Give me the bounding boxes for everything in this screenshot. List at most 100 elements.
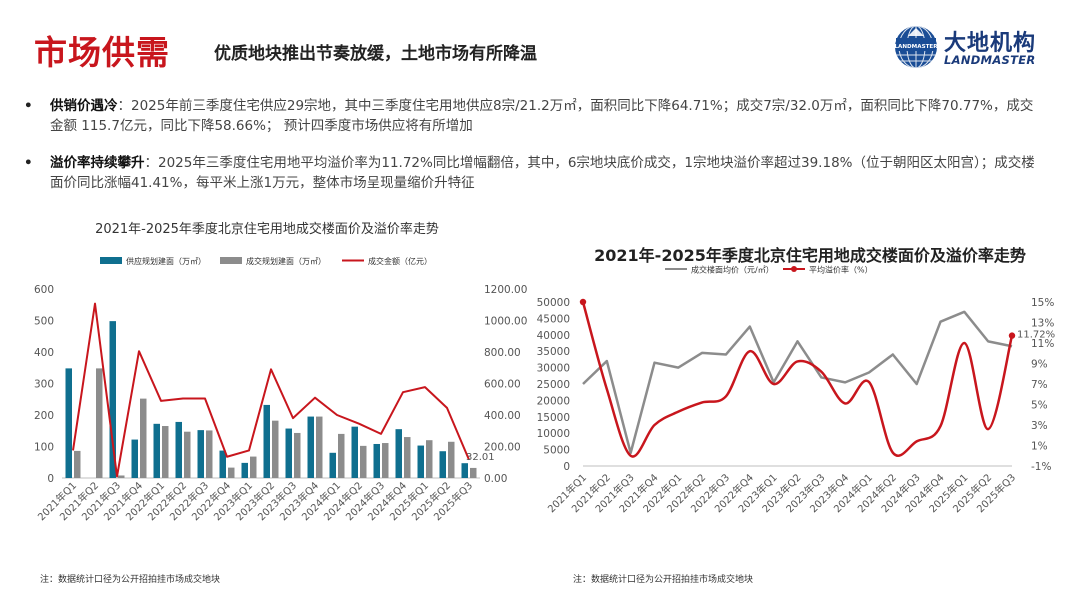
left-tick-label: 200 bbox=[34, 410, 54, 422]
bar-deal bbox=[382, 443, 389, 478]
chart2-title: 2021年-2025年季度北京住宅用地成交楼面价及溢价率走势 bbox=[594, 246, 1026, 265]
left-tick-label: 15000 bbox=[537, 412, 570, 424]
right-tick-label: 7% bbox=[1031, 379, 1048, 391]
chart2-note: 注：数据统计口径为公开招拍挂市场成交地块 bbox=[573, 575, 754, 585]
bar-supply bbox=[153, 423, 160, 478]
bar-deal bbox=[338, 433, 345, 478]
right-tick-label: 1200.00 bbox=[484, 284, 527, 296]
bar-deal bbox=[96, 368, 103, 478]
bar-deal bbox=[448, 441, 455, 478]
left-tick-label: 400 bbox=[34, 347, 54, 359]
left-tick-label: 50000 bbox=[537, 297, 570, 309]
bar-deal bbox=[206, 430, 213, 478]
left-tick-label: 30000 bbox=[537, 363, 570, 375]
bar-deal bbox=[140, 398, 147, 478]
bar-deal bbox=[250, 456, 257, 478]
bullet-dot: • bbox=[24, 98, 33, 114]
bar-deal bbox=[272, 420, 279, 478]
right-tick-label: 1000.00 bbox=[484, 316, 527, 328]
bar-deal bbox=[404, 437, 411, 478]
bar-supply bbox=[175, 421, 182, 478]
series-line-amount bbox=[72, 302, 470, 478]
bar-supply bbox=[285, 428, 292, 478]
supply-deal-chart: 供应规划建面（万㎡） 成交规划建面（万㎡） 成交金额（亿元） 0 100 200 300 40… bbox=[34, 256, 527, 523]
series-line-premium bbox=[581, 301, 1014, 458]
legend-label: 平均溢价率（%） bbox=[809, 265, 873, 275]
page-subtitle: 优质地块推出节奏放缓，土地市场有所降温 bbox=[214, 44, 537, 64]
left-tick-label: 25000 bbox=[537, 379, 570, 391]
logo-name-cn: 大地机构 bbox=[944, 31, 1037, 56]
left-tick-label: 40000 bbox=[537, 330, 570, 342]
left-tick-label: 20000 bbox=[537, 395, 570, 407]
left-tick-label: 100 bbox=[34, 442, 54, 454]
logo: LANDMASTER 大地机构 LANDMASTER bbox=[893, 24, 1053, 72]
left-tick-label: 5000 bbox=[543, 445, 570, 457]
page-title: 市场供需 bbox=[34, 33, 170, 72]
legend-label: 成交规划建面（万㎡） bbox=[246, 256, 326, 266]
bar-deal bbox=[426, 440, 433, 478]
data-label: 11.72% bbox=[1017, 330, 1055, 341]
right-tick-label: 13% bbox=[1031, 318, 1054, 330]
left-tick-label: 500 bbox=[34, 316, 54, 328]
right-tick-label: 200.00 bbox=[484, 442, 521, 454]
bar-deal bbox=[294, 432, 301, 478]
logo-mark-text: LANDMASTER bbox=[894, 44, 938, 50]
bar-deal bbox=[184, 431, 191, 478]
bar-supply bbox=[197, 430, 204, 478]
left-tick-label: 0 bbox=[563, 461, 570, 473]
bar-supply bbox=[219, 450, 226, 478]
bar-supply bbox=[417, 445, 424, 478]
bar-supply bbox=[263, 404, 270, 478]
left-tick-label: 300 bbox=[34, 379, 54, 391]
bar-supply bbox=[373, 443, 380, 478]
price-premium-chart: 成交楼面均价（元/㎡） 平均溢价率（%） 0 5000 10000 15000 20000 2… bbox=[537, 265, 1056, 516]
bar-supply bbox=[395, 429, 402, 478]
bar-supply bbox=[131, 439, 138, 478]
bar-deal bbox=[360, 445, 367, 478]
bullet-supply: • 供销价遇冷：2025年前三季度住宅供应29宗地，其中三季度住宅用地供应8宗/… bbox=[24, 96, 1044, 136]
left-tick-label: 45000 bbox=[537, 313, 570, 325]
bullet-text: 溢价率持续攀升：2025年三季度住宅用地平均溢价率为11.72%同比增幅翻倍，其… bbox=[24, 153, 1044, 193]
legend-label: 供应规划建面（万㎡） bbox=[126, 256, 206, 266]
left-tick-label: 600 bbox=[34, 284, 54, 296]
bar-supply bbox=[109, 321, 116, 478]
right-tick-label: 800.00 bbox=[484, 347, 521, 359]
bullet-premium: • 溢价率持续攀升：2025年三季度住宅用地平均溢价率为11.72%同比增幅翻倍… bbox=[24, 153, 1044, 193]
right-tick-label: 1% bbox=[1031, 441, 1048, 453]
chart1-title: 2021年-2025年季度北京住宅用地成交楼面价及溢价率走势 bbox=[95, 222, 439, 237]
right-tick-label: 5% bbox=[1031, 400, 1048, 412]
right-tick-label: 0.00 bbox=[484, 473, 507, 485]
bar-deal bbox=[316, 416, 323, 478]
right-tick-label: 3% bbox=[1031, 420, 1048, 432]
bullet-keyword: 供销价遇冷 bbox=[50, 98, 118, 114]
bullet-body: ：2025年三季度住宅用地平均溢价率为11.72%同比增幅翻倍，其中，6宗地块底… bbox=[50, 155, 1035, 191]
bar-supply bbox=[65, 368, 72, 478]
right-tick-label: -1% bbox=[1031, 461, 1051, 473]
bar-supply bbox=[329, 452, 336, 478]
data-label: 32.01 bbox=[466, 452, 495, 463]
series-point-premium bbox=[579, 298, 587, 306]
bar-deal bbox=[162, 426, 169, 478]
legend-label: 成交金额（亿元） bbox=[368, 256, 432, 266]
bullet-text: 供销价遇冷：2025年前三季度住宅供应29宗地，其中三季度住宅用地供应8宗/21… bbox=[24, 96, 1044, 136]
right-tick-label: 15% bbox=[1031, 297, 1054, 309]
bullet-body: ：2025年前三季度住宅供应29宗地，其中三季度住宅用地供应8宗/21.2万㎡，… bbox=[50, 98, 1034, 134]
legend-label: 成交楼面均价（元/㎡） bbox=[691, 265, 774, 275]
logo-name-en: LANDMASTER bbox=[944, 53, 1036, 67]
series-line-price bbox=[582, 310, 1013, 455]
bar-deal bbox=[74, 450, 81, 478]
legend-swatch bbox=[100, 257, 122, 264]
left-tick-label: 0 bbox=[47, 473, 54, 485]
left-tick-label: 10000 bbox=[537, 428, 570, 440]
right-tick-label: 600.00 bbox=[484, 379, 521, 391]
bar-supply bbox=[241, 462, 248, 478]
left-tick-label: 35000 bbox=[537, 346, 570, 358]
bar-supply bbox=[351, 426, 358, 478]
right-tick-label: 9% bbox=[1031, 359, 1048, 371]
bar-deal bbox=[470, 467, 477, 478]
globe-logo-icon: LANDMASTER bbox=[894, 26, 938, 68]
bar-supply bbox=[307, 416, 314, 478]
bar-deal bbox=[118, 475, 125, 478]
chart1-note: 注：数据统计口径为公开招拍挂市场成交地块 bbox=[40, 575, 221, 585]
right-tick-label: 11% bbox=[1031, 338, 1054, 350]
